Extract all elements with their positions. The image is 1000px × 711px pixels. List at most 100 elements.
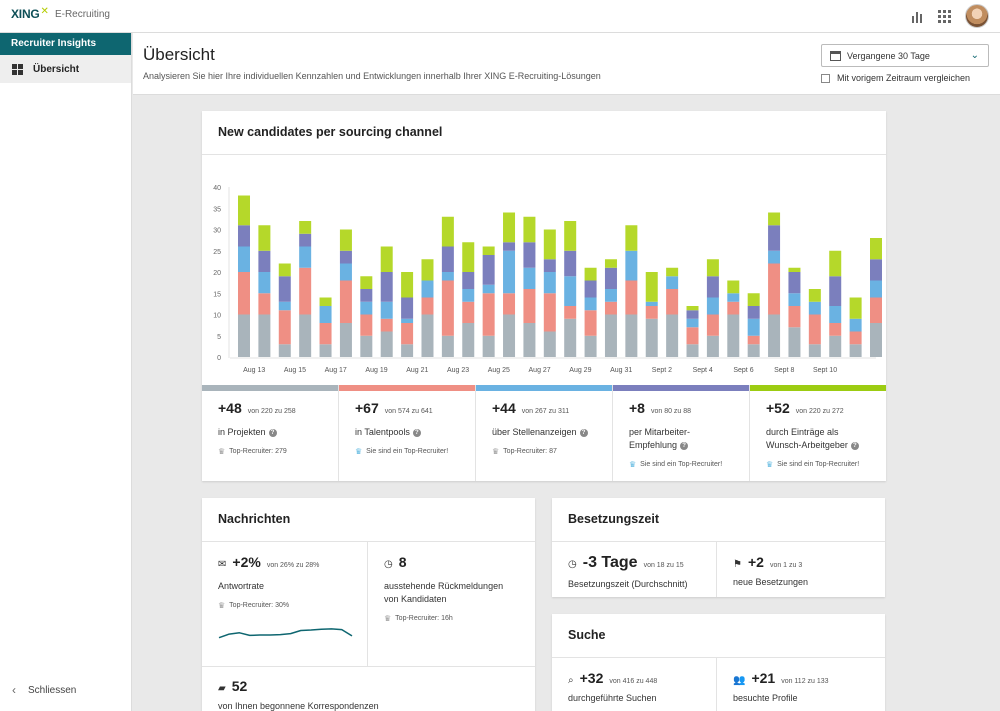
help-icon[interactable]: ?: [268, 429, 277, 437]
messages-card-title: Nachrichten: [202, 498, 535, 542]
bar-segment: [706, 276, 719, 298]
bar-segment: [666, 314, 679, 357]
channel-kpi-0: +48 von 220 zu 258 in Projekten? ♛ Top-Recru…: [202, 385, 339, 481]
x-tick-label: Aug 13: [243, 367, 265, 374]
kpi-label-text: über Stellenanzeigen: [492, 427, 577, 437]
bar-segment: [299, 314, 312, 357]
xing-logo[interactable]: XING ✕ E-Recruiting: [11, 5, 110, 22]
y-tick-label: 0: [217, 355, 221, 362]
bar-segment: [604, 314, 617, 357]
compare-checkbox-row[interactable]: Mit vorigem Zeitraum vergleichen: [821, 73, 970, 83]
bar-segment: [645, 318, 658, 357]
bar-segment: [238, 225, 250, 247]
compare-checkbox[interactable]: [821, 73, 830, 83]
bar-segment: [421, 280, 434, 298]
page-title: Übersicht: [143, 45, 215, 64]
bar-segment: [625, 225, 638, 251]
bar-segment: [829, 306, 842, 323]
channel-kpi-4: +52 von 220 zu 272 durch Einträge als Wuns…: [750, 385, 886, 481]
kpi-label-text: per Mitarbeiter-Empfehlung: [629, 427, 691, 450]
bar-segment: [788, 306, 801, 328]
bar-segment: [258, 225, 271, 251]
visited-profiles-range: von 112 zu 133: [781, 678, 829, 685]
x-tick-label: Aug 21: [406, 367, 428, 374]
bar-segment: [319, 306, 332, 323]
kpi-color-bar: [476, 385, 612, 391]
bar-segment: [808, 314, 821, 345]
bar-segment: [339, 229, 352, 251]
y-tick-label: 25: [213, 249, 221, 256]
x-tick-label: Sept 4: [693, 367, 713, 374]
bar-segment: [849, 318, 862, 332]
bar-segment: [421, 259, 434, 281]
user-avatar[interactable]: [965, 4, 989, 28]
bar-segment: [482, 246, 495, 255]
bar-segment: [584, 297, 597, 311]
logo-product-name: E-Recruiting: [54, 8, 110, 20]
bar-segment: [401, 272, 414, 298]
bar-segment: [706, 259, 719, 277]
bar-segment: [401, 297, 414, 319]
fill-time-range: von 18 zu 15: [643, 562, 684, 569]
bar-segment: [380, 246, 393, 272]
apps-grid-icon[interactable]: [936, 8, 952, 24]
help-icon[interactable]: ?: [579, 429, 588, 437]
bar-segment: [870, 280, 882, 298]
occupancy-card: Besetzungszeit ◷ -3 Tage von 18 zu 15 Be…: [552, 498, 885, 597]
bar-segment: [401, 318, 414, 323]
kpi-range: von 220 zu 272: [795, 408, 844, 415]
bar-segment: [604, 259, 617, 268]
kpi-note-text: Sie sind ein Top-Recruiter!: [777, 461, 860, 468]
bar-segment: [523, 323, 536, 357]
trophy-icon: ♛: [629, 460, 637, 469]
bar-segment: [706, 335, 719, 357]
bar-segment: [278, 310, 291, 345]
x-tick-label: Aug 17: [325, 367, 347, 374]
bar-segment: [727, 301, 740, 315]
new-hires-range: von 1 zu 3: [769, 562, 803, 569]
close-sidebar-button[interactable]: ‹ Schliessen: [12, 683, 76, 697]
logo-word: XING: [11, 7, 40, 21]
bar-segment: [645, 272, 658, 302]
kpi-value: +8: [629, 400, 645, 416]
page-subtitle: Analysieren Sie hier Ihre individuellen …: [143, 71, 601, 81]
bar-segment: [625, 314, 638, 357]
sidebar-item-uebersicht[interactable]: Übersicht: [0, 55, 131, 83]
bar-segment: [788, 293, 801, 306]
help-icon[interactable]: ?: [412, 429, 421, 437]
kpi-range: von 220 zu 258: [247, 408, 296, 415]
kpi-label: über Stellenanzeigen?: [492, 426, 596, 439]
bar-segment: [666, 289, 679, 315]
trophy-icon: ♛: [384, 614, 392, 623]
bar-segment: [258, 293, 271, 315]
period-select[interactable]: Vergangene 30 Tage ⌄: [821, 44, 989, 67]
bar-segment: [543, 272, 556, 294]
sidebar-item-label: Übersicht: [33, 63, 80, 75]
started-conversations-label: von Ihnen begonnene Korrespondenzen: [218, 701, 379, 711]
logo-mark: ✕: [40, 5, 49, 17]
bar-segment: [808, 289, 821, 302]
bar-segment: [645, 306, 658, 319]
chevron-down-icon: ⌄: [970, 50, 979, 61]
bar-chart-icon[interactable]: [909, 8, 925, 24]
bar-segment: [462, 323, 475, 357]
bar-segment: [278, 276, 291, 302]
help-icon[interactable]: ?: [850, 442, 859, 450]
bar-segment: [380, 331, 393, 357]
bar-segment: [258, 250, 271, 272]
y-tick-label: 5: [217, 334, 221, 341]
bar-segment: [645, 301, 658, 306]
bar-segment: [339, 263, 352, 281]
bar-segment: [686, 344, 699, 357]
kpi-note-text: Top-Recruiter: 87: [503, 448, 557, 455]
occupancy-card-title: Besetzungszeit: [552, 498, 885, 542]
bar-segment: [584, 267, 597, 281]
bar-segment: [319, 297, 332, 306]
kpi-note: ♛ Sie sind ein Top-Recruiter!: [766, 460, 870, 469]
kpi-color-bar: [613, 385, 749, 391]
bar-segment: [747, 335, 760, 345]
bar-segment: [482, 284, 495, 294]
y-tick-label: 20: [213, 270, 221, 277]
help-icon[interactable]: ?: [680, 442, 689, 450]
bar-segment: [543, 259, 556, 272]
